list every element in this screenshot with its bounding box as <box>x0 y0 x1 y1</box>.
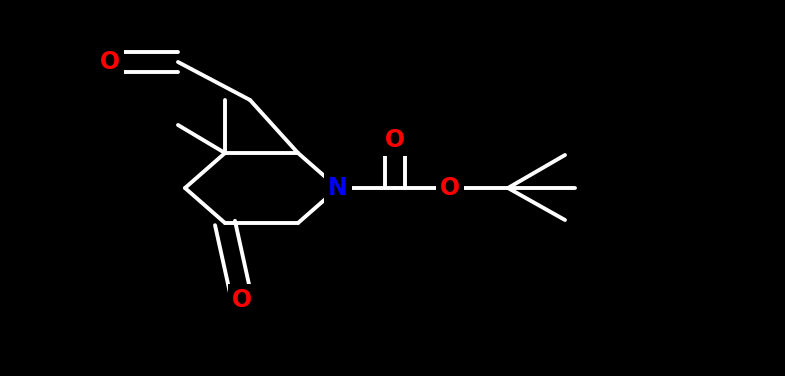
Text: O: O <box>100 50 120 74</box>
Text: O: O <box>232 288 252 312</box>
Text: O: O <box>385 128 405 152</box>
Text: N: N <box>328 176 348 200</box>
Text: O: O <box>440 176 460 200</box>
